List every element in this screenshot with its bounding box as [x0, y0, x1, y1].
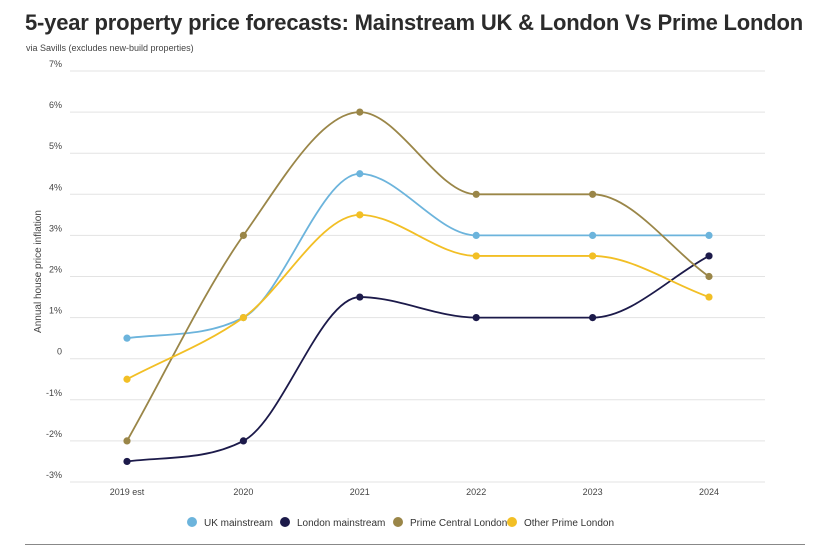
series-other-prime-london [123, 211, 713, 383]
data-point [705, 293, 713, 301]
data-point [472, 190, 480, 198]
data-point [589, 252, 597, 260]
series-prime-central-london [123, 108, 713, 445]
y-tick-label: -3% [46, 470, 62, 480]
chart-title: 5-year property price forecasts: Mainstr… [25, 10, 803, 35]
data-point [705, 252, 713, 260]
series-london-mainstream [123, 252, 713, 466]
data-point [123, 334, 131, 342]
x-tick-label: 2022 [466, 487, 486, 497]
legend-swatch [280, 517, 290, 527]
legend-item: UK mainstream [187, 517, 273, 529]
data-point [356, 211, 364, 219]
series-lines [123, 108, 713, 466]
bottom-divider [25, 544, 805, 545]
data-point [356, 108, 364, 116]
data-point [239, 437, 247, 445]
x-tick-label: 2021 [350, 487, 370, 497]
y-tick-label: -2% [46, 429, 62, 439]
y-axis-ticks: -3% -2% -1% 0 1% 2% 3% 4% 5% 6% 7% [46, 59, 62, 480]
y-tick-label: 3% [49, 223, 62, 233]
x-axis-ticks: 2019 est 2020 2021 2022 2023 2024 [110, 487, 719, 497]
legend-label: Prime Central London [410, 518, 507, 529]
series-line [126, 172, 709, 340]
legend-swatch [507, 517, 517, 527]
series-line [126, 255, 710, 463]
data-point [589, 190, 597, 198]
data-point [472, 314, 480, 322]
data-point [356, 293, 364, 301]
chart-subtitle: via Savills (excludes new-build properti… [26, 43, 194, 53]
series-uk-mainstream [123, 170, 713, 342]
series-line [126, 111, 710, 442]
data-point [123, 457, 131, 466]
data-point [472, 252, 480, 260]
y-tick-label: 1% [49, 306, 62, 316]
x-tick-label: 2023 [583, 487, 603, 497]
data-point [589, 231, 597, 239]
x-tick-label: 2020 [233, 487, 253, 497]
y-tick-label: 4% [49, 182, 62, 192]
x-tick-label: 2024 [699, 487, 719, 497]
data-point [705, 272, 713, 281]
legend: UK mainstream London mainstream Prime Cent… [187, 517, 614, 529]
legend-label: Other Prime London [524, 518, 614, 529]
y-tick-label: 7% [49, 59, 62, 69]
data-point [123, 375, 131, 383]
legend-swatch [187, 517, 197, 527]
data-point [123, 437, 131, 445]
legend-item: Other Prime London [507, 517, 614, 529]
y-tick-label: 5% [49, 141, 62, 151]
data-point [239, 231, 247, 239]
y-tick-label: 6% [49, 100, 62, 110]
y-axis-title: Annual house price inflation [33, 210, 44, 333]
legend-label: London mainstream [297, 518, 385, 529]
legend-item: London mainstream [280, 517, 385, 529]
legend-item: Prime Central London [393, 517, 507, 529]
data-point [589, 314, 597, 322]
data-point [356, 170, 364, 178]
data-point [705, 231, 713, 239]
y-tick-label: 0 [57, 347, 62, 357]
legend-label: UK mainstream [204, 518, 273, 529]
legend-swatch [393, 517, 403, 527]
y-tick-label: -1% [46, 388, 62, 398]
data-point [239, 314, 247, 322]
x-tick-label: 2019 est [110, 487, 145, 497]
data-point [472, 231, 480, 239]
series-line [126, 213, 710, 381]
y-tick-label: 2% [49, 265, 62, 275]
